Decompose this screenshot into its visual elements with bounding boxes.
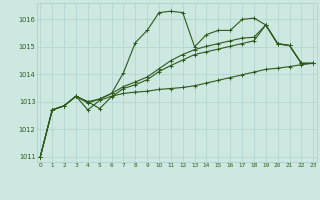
Text: Graphe pression niveau de la mer (hPa): Graphe pression niveau de la mer (hPa) xyxy=(68,185,252,194)
